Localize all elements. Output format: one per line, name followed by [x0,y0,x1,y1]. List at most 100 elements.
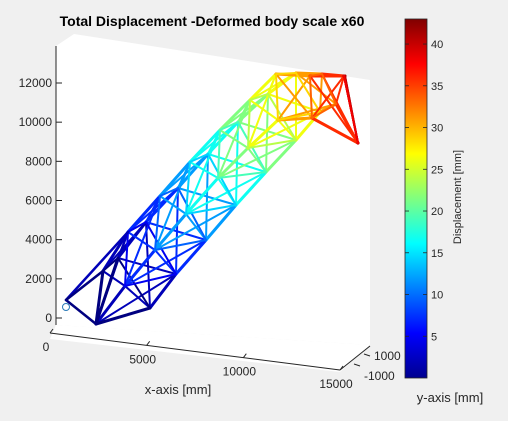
x-axis-label: x-axis [mm] [145,382,211,397]
truss-member [64,269,105,302]
x-tick-mark [49,328,54,334]
truss-member [235,121,239,206]
truss-member [124,195,161,287]
colorbar-label: Displacement [mm] [452,150,464,244]
truss-member [148,272,178,310]
y-tick-label: -1000 [364,369,395,383]
z-tick-label: 12000 [19,76,53,90]
truss-member [216,146,250,180]
colorbar-tick-label: 25 [431,164,443,176]
truss-member [124,231,129,287]
axes-floor [50,325,370,372]
truss-member [265,93,269,173]
truss-member [264,138,298,174]
truss-member [311,75,345,119]
x-tick-mark [146,341,151,346]
truss-member [154,161,191,251]
truss-member [277,75,311,121]
truss-member [189,153,209,163]
truss-member [159,187,179,197]
truss-member [154,239,207,251]
truss-member [94,269,105,326]
truss-member [95,273,177,325]
y-tick-mark [363,353,371,357]
truss-member [335,75,345,105]
x-tick-label: 10000 [223,365,257,379]
truss-member [247,99,251,149]
truss-member [145,221,151,309]
truss-member [117,257,177,275]
x-tick-label: 0 [43,340,50,354]
truss-member [102,221,147,272]
truss-members [64,71,360,326]
y-tick-mark [353,363,361,367]
truss-member [321,73,345,77]
colorbar-tick-label: 5 [431,331,437,343]
truss-member [185,171,267,215]
truss-member [249,72,297,101]
truss-member [295,72,321,113]
truss-member [124,273,177,287]
colorbar-tick-label: 30 [431,123,443,135]
truss-member [309,75,359,144]
truss-member [64,298,98,326]
colorbar-tick-label: 40 [431,39,443,51]
y-axis-label: y-axis [mm] [417,390,483,405]
truss-member [153,212,188,252]
z-tick-label: 6000 [25,194,52,208]
y-axis-line [339,345,371,371]
truss-member [94,256,120,326]
z-tick-label: 0 [45,311,52,325]
z-tick-label: 8000 [25,154,52,168]
truss-member [101,230,130,273]
truss-member [177,187,207,241]
y-axis-ticks: -1000 1000 [353,349,401,383]
truss-member [295,72,337,105]
colorbar [404,18,428,379]
truss-member [94,284,127,326]
truss-member [217,171,267,179]
truss-member [246,118,280,150]
truss-member [154,249,177,275]
truss-member [185,161,191,215]
truss-member [94,306,152,326]
truss-member [309,75,313,119]
colorbar-tick-label: 20 [431,206,443,218]
truss-member [102,257,119,272]
truss-member [154,195,161,251]
truss-member [343,75,359,144]
truss-member [174,238,208,276]
truss-member [277,111,321,121]
truss-member [185,204,237,215]
truss-member [184,176,220,216]
truss-member [185,129,221,215]
chart-title: Total Displacement -Deformed body scale … [60,13,365,29]
colorbar-tick-label: 15 [431,248,443,260]
truss-member [127,221,147,233]
truss-member [275,73,313,119]
origin-node-marker [62,303,70,311]
truss-member [275,73,279,121]
z-tick-label: 2000 [25,272,52,286]
truss-member [123,248,157,288]
colorbar-ticks: 5 10 15 20 25 30 35 40 [405,39,443,343]
truss-member [267,93,297,141]
colorbar-tick-label: 35 [431,81,443,93]
truss-member [247,139,297,149]
truss-member [219,121,239,131]
x-tick-mark [339,365,344,371]
truss-member [309,73,323,77]
axes-background [56,34,370,345]
z-axis-ticks: 0 2000 4000 6000 8000 10000 12000 [19,76,62,325]
truss-member [204,203,238,242]
y-tick-label: 1000 [374,349,401,363]
truss-member [275,72,297,75]
truss-member [64,230,130,302]
z-tick-label: 4000 [25,233,52,247]
truss-member [207,153,237,206]
truss-member [205,153,209,241]
truss-member [217,99,251,179]
truss-member [124,285,151,309]
truss-member [248,72,278,102]
x-tick-label: 15000 [319,377,353,391]
